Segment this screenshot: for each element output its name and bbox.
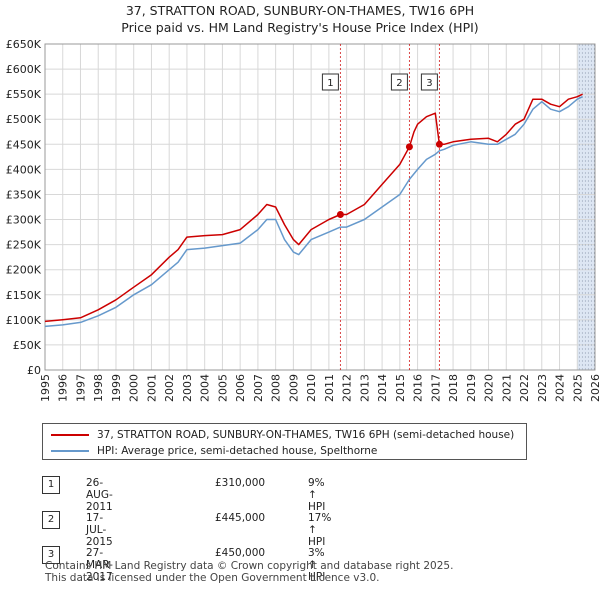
sale-date: 27-MAR-2017 [86,547,113,583]
x-tick-label: 2009 [287,374,300,402]
plot-frame [44,43,596,371]
x-tick-label: 1998 [92,374,105,402]
x-tick-label: 2025 [571,374,584,402]
footer-licence: This data is licensed under the Open Gov… [45,572,380,584]
sale-label: 1 [327,78,333,89]
y-tick-label: £100K [6,314,42,327]
sale-price: £450,000 [215,547,266,559]
x-tick-label: 2006 [234,374,247,402]
y-tick-label: £350K [6,188,42,201]
x-tick-label: 2014 [376,374,389,402]
x-tick-label: 1999 [110,374,123,402]
x-tick-label: 2017 [429,374,442,402]
x-tick-label: 2007 [252,374,265,402]
footer-copyright: Contains HM Land Registry data © Crown c… [45,560,454,572]
x-tick-label: 2001 [145,374,158,402]
x-tick-label: 2015 [394,374,407,402]
x-tick-label: 2018 [447,374,460,402]
y-tick-label: £300K [6,214,42,227]
price-chart: £0 £50K £100K £150K £200K £250K £300K £350K £400… [6,38,600,402]
chart-legend: 37, STRATTON ROAD, SUNBURY-ON-THAMES, TW… [42,423,527,460]
sale-label-box [390,73,408,91]
y-tick-label: £550K [6,88,42,101]
y-tick-label: £600K [6,63,42,76]
x-tick-label: 1996 [57,374,70,402]
x-tick-label: 2000 [128,374,141,402]
y-tick-label: £250K [6,239,42,252]
sale-number: 1 [42,476,60,494]
sale-date: 26-AUG-2011 [86,477,113,513]
x-tick-label: 2011 [323,374,336,402]
x-tick-label: 2012 [341,374,354,402]
y-tick-label: £150K [6,289,42,302]
property-price-line [44,93,583,323]
sale-point [405,143,413,151]
x-tick-label: 1997 [74,374,87,402]
sale-label: 2 [396,78,402,89]
legend-item-property: 37, STRATTON ROAD, SUNBURY-ON-THAMES, TW… [51,429,514,441]
x-tick-label: 2008 [270,374,283,402]
x-tick-label: 2023 [536,374,549,402]
legend-label-hpi: HPI: Average price, semi-detached house,… [97,445,378,457]
x-tick-label: 2020 [483,374,496,402]
y-tick-label: £200K [6,264,42,277]
sale-label-box [321,73,339,91]
x-tick-label: 2024 [554,374,567,402]
chart-title: 37, STRATTON ROAD, SUNBURY-ON-THAMES, TW… [125,3,475,18]
legend-swatch-property [51,434,89,436]
x-tick-label: 2002 [163,374,176,402]
x-tick-label: 2010 [305,374,318,402]
x-tick-label: 2005 [216,374,229,402]
x-tick-label: 2004 [199,374,212,402]
x-tick-label: 2019 [465,374,478,402]
y-tick-label: £400K [6,163,42,176]
sale-hpi-diff: 9% ↑ HPI [308,477,326,513]
sale-hpi-diff: 17% ↑ HPI [308,512,332,548]
sale-number: 3 [42,546,60,564]
y-tick-label: £500K [6,113,42,126]
y-tick-label: £450K [6,138,42,151]
legend-label-property: 37, STRATTON ROAD, SUNBURY-ON-THAMES, TW… [97,429,515,441]
sale-label: 3 [426,78,432,89]
x-tick-label: 2022 [518,374,531,402]
y-tick-label: £50K [13,339,42,352]
hpi-line [44,96,583,328]
sale-hpi-diff: 3% ↑ HPI [308,547,326,583]
future-shade [577,44,595,370]
sale-point [435,140,443,148]
sale-price: £445,000 [215,512,266,524]
sale-price: £310,000 [215,477,266,489]
sale-point [336,211,344,219]
footer: Contains HM Land Registry data © Crown c… [45,560,453,584]
sale-number: 2 [42,511,60,529]
sale-date: 17-JUL-2015 [86,512,113,548]
x-tick-label: 2026 [589,374,600,402]
sale-label-box [420,73,438,91]
x-tick-label: 2013 [358,374,371,402]
x-tick-label: 2021 [500,374,513,402]
y-tick-label: £650K [6,38,42,51]
x-tick-label: 2003 [181,374,194,402]
legend-item-hpi: HPI: Average price, semi-detached house,… [51,445,377,457]
chart-subtitle: Price paid vs. HM Land Registry's House … [121,20,479,35]
legend-swatch-hpi [51,450,89,452]
y-tick-label: £0 [27,364,41,377]
x-tick-label: 2016 [412,374,425,402]
x-tick-label: 1995 [39,374,52,402]
